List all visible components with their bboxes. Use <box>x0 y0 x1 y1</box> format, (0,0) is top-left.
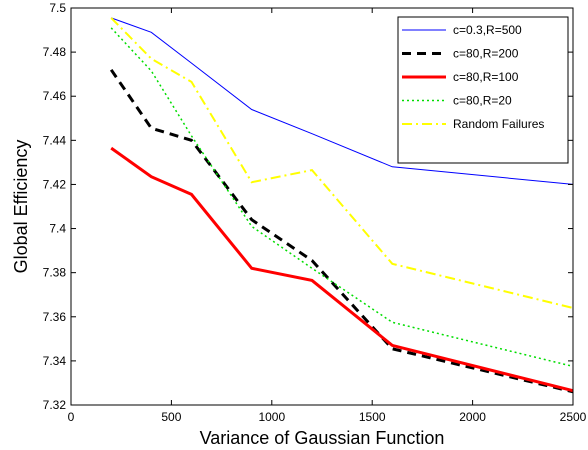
legend-label-5: Random Failures <box>453 117 544 131</box>
series-line-5 <box>110 17 574 309</box>
x-tick-label: 1500 <box>359 410 386 424</box>
y-tick-label: 7.4 <box>49 222 66 236</box>
legend-label-2: c=80,R=200 <box>453 47 519 61</box>
y-tick-label: 7.46 <box>43 89 67 103</box>
y-tick-label: 7.5 <box>49 1 66 15</box>
y-tick-label: 7.32 <box>43 398 67 412</box>
x-tick-label: 0 <box>68 410 75 424</box>
x-tick-label: 2000 <box>459 410 486 424</box>
y-tick-label: 7.36 <box>43 310 67 324</box>
y-tick-label: 7.48 <box>43 45 67 59</box>
series-layer <box>109 17 574 394</box>
ticks-layer: 0 500 1000 1500 2000 2500 7.32 7.34 7.36 7.38 7.4 7… <box>43 1 587 424</box>
y-tick-label: 7.44 <box>43 133 67 147</box>
y-axis-title: Global Efficiency <box>11 140 31 274</box>
legend-label-4: c=80,R=20 <box>453 94 512 108</box>
x-axis-title: Variance of Gaussian Function <box>200 428 445 448</box>
x-tick-label: 500 <box>161 410 181 424</box>
axes-layer <box>70 7 574 406</box>
legend-label-1: c=0.3,R=500 <box>453 23 522 37</box>
series-line-2 <box>109 68 574 394</box>
series-line-1 <box>111 17 574 185</box>
legend: c=0.3,R=500 c=80,R=200 c=80,R=100 c=80,R=20… <box>397 16 569 164</box>
y-tick-label: 7.34 <box>43 354 67 368</box>
y-tick-label: 7.42 <box>43 177 67 191</box>
series-line-3 <box>110 146 574 393</box>
x-tick-label: 1000 <box>258 410 285 424</box>
y-tick-label: 7.38 <box>43 266 67 280</box>
x-tick-label: 2500 <box>560 410 587 424</box>
legend-box <box>397 16 569 164</box>
legend-label-3: c=80,R=100 <box>453 70 519 84</box>
axes-box <box>70 7 574 406</box>
